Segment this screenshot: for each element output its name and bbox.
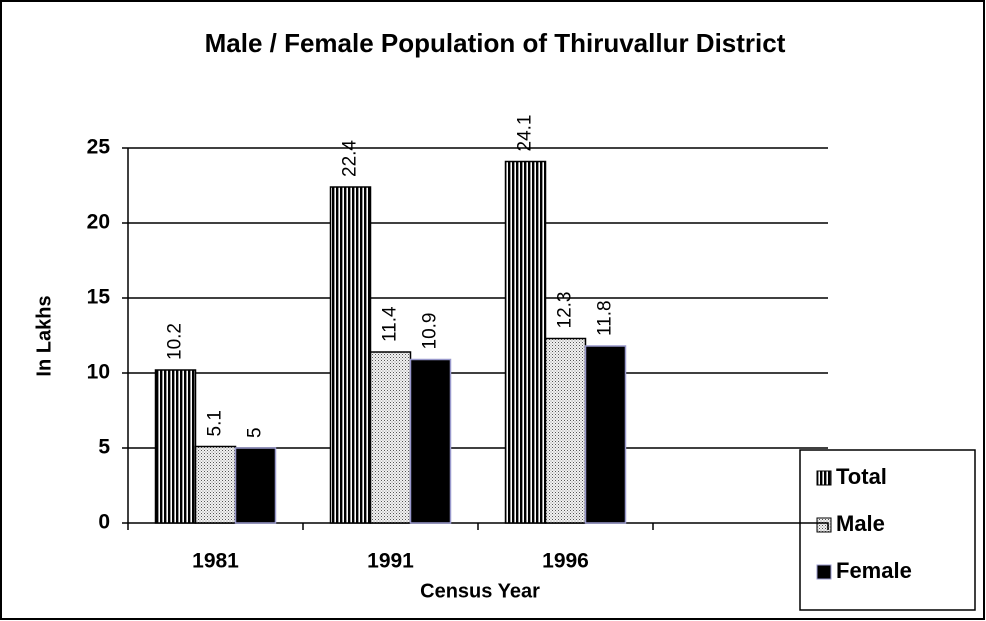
data-label: 12.3 xyxy=(555,292,576,329)
y-axis-title: In Lakhs xyxy=(33,295,55,376)
data-label: 10.2 xyxy=(165,323,186,360)
y-tick-label: 0 xyxy=(98,511,110,534)
y-tick-label: 15 xyxy=(87,286,111,309)
bar xyxy=(154,369,197,524)
bar xyxy=(329,186,372,524)
bar xyxy=(409,358,452,524)
x-tick-label: 1981 xyxy=(192,550,239,573)
y-tick-label: 10 xyxy=(87,361,110,384)
y-tick-label: 25 xyxy=(87,136,111,159)
y-tick-label: 5 xyxy=(98,436,110,459)
data-label: 5.1 xyxy=(205,410,226,436)
chart-title: Male / Female Population of Thiruvallur … xyxy=(205,28,786,58)
data-label: 11.4 xyxy=(380,306,401,342)
x-tick-label: 1996 xyxy=(542,550,589,573)
bar xyxy=(584,345,627,524)
legend: Total Male Female xyxy=(799,449,976,611)
data-label: 10.9 xyxy=(420,313,441,350)
bar xyxy=(234,447,277,524)
x-axis-title: Census Year xyxy=(420,580,540,602)
bar xyxy=(504,160,547,524)
legend-swatch xyxy=(816,517,832,533)
data-label: 24.1 xyxy=(515,115,536,152)
legend-label: Male xyxy=(836,511,885,536)
legend-swatch xyxy=(816,564,832,580)
data-label: 5 xyxy=(245,427,266,438)
legend-label: Total xyxy=(836,464,887,489)
data-label: 11.8 xyxy=(595,300,616,336)
y-tick-label: 20 xyxy=(87,211,110,234)
legend-label: Female xyxy=(836,558,912,583)
bar xyxy=(544,337,587,524)
x-tick-label: 1991 xyxy=(367,550,414,573)
bar xyxy=(194,445,237,524)
legend-swatch xyxy=(816,470,832,486)
data-label: 22.4 xyxy=(340,140,361,177)
bar xyxy=(369,351,412,524)
